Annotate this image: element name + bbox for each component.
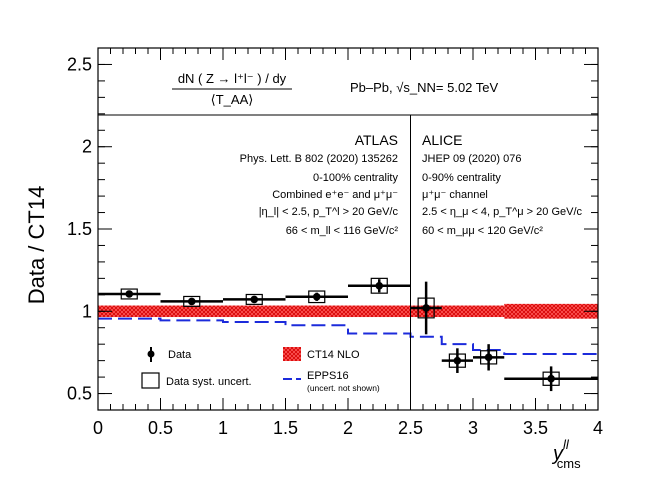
data-point — [484, 353, 493, 362]
alice-line-0: JHEP 09 (2020) 076 — [422, 153, 521, 165]
data-syst-box — [480, 350, 498, 365]
data-point — [187, 297, 196, 306]
data-point — [547, 374, 555, 383]
data-syst-box — [245, 293, 263, 305]
alice-line-2: μ⁺μ⁻ channel — [422, 189, 488, 201]
data-point — [375, 281, 384, 290]
alice-line-3: 2.5 < η_μ < 4, p_T^μ > 20 GeV/c — [422, 206, 583, 218]
atlas-line-4: 66 < m_ll < 116 GeV/c² — [286, 225, 399, 237]
legend-syst-swatch — [141, 372, 160, 389]
data-point — [250, 295, 259, 304]
atlas-line-1: 0-100% centrality — [313, 172, 398, 184]
collision-label: Pb–Pb, √s_NN= 5.02 TeV — [350, 80, 499, 95]
x-tick-label: 1 — [218, 418, 228, 438]
data-syst-box — [448, 353, 466, 368]
x-tick-label: 4 — [593, 418, 603, 438]
legend-data-label: Data — [168, 349, 192, 361]
formula-numerator: dN ( Z → l⁺l⁻ ) / dy — [178, 71, 287, 86]
data-syst-box — [542, 371, 560, 386]
x-tick-label: 1.5 — [273, 418, 298, 438]
atlas-line-0: Phys. Lett. B 802 (2020) 135262 — [240, 153, 398, 165]
y-tick-label: 1 — [82, 301, 92, 321]
data-point — [125, 290, 134, 298]
x-tick-label: 2.5 — [398, 418, 423, 438]
data-syst-box — [308, 290, 326, 304]
alice-title: ALICE — [422, 132, 462, 148]
legend-ct14-swatch — [283, 347, 301, 361]
y-tick-label: 2.5 — [67, 54, 92, 74]
x-axis-title: yll cms — [551, 437, 581, 471]
data-point — [312, 292, 321, 301]
alice-line-4: 60 < m_μμ < 120 GeV/c² — [422, 225, 543, 237]
legend-syst-label: Data syst. uncert. — [166, 376, 252, 388]
data-point — [422, 304, 430, 312]
alice-line-1: 0-90% centrality — [422, 172, 501, 184]
data-syst-box — [120, 288, 138, 300]
x-tick-label: 3.5 — [523, 418, 548, 438]
y-tick-label: 1.5 — [67, 219, 92, 239]
epps16-line — [98, 317, 598, 356]
legend-ct14-label: CT14 NLO — [307, 349, 360, 361]
atlas-line-3: |η_l| < 2.5, p_T^l > 20 GeV/c — [259, 206, 399, 218]
formula-denominator: ⟨T_AA⟩ — [211, 92, 254, 107]
ct14-band — [98, 305, 505, 318]
data-syst-box — [417, 297, 435, 319]
ct14-band — [504, 303, 598, 319]
x-axis-title-sup: ll — [563, 437, 570, 452]
legend-epps-note: (uncert. not shown) — [307, 383, 380, 393]
data-syst-box — [370, 277, 388, 294]
y-axis-title: Data / CT14 — [24, 186, 49, 305]
legend: Data Data syst. uncert. CT14 NLO EPPS16 … — [141, 347, 380, 393]
y-tick-label: 2 — [82, 137, 92, 157]
x-axis-title-main: y — [551, 443, 564, 465]
x-axis-title-sub: cms — [557, 456, 581, 471]
atlas-title: ATLAS — [355, 132, 398, 148]
x-tick-label: 2 — [343, 418, 353, 438]
x-tick-label: 0.5 — [148, 418, 173, 438]
x-tick-label: 0 — [93, 418, 103, 438]
atlas-line-2: Combined e⁺e⁻ and μ⁺μ⁻ — [272, 189, 398, 201]
x-tick-label: 3 — [468, 418, 478, 438]
data-point — [453, 356, 462, 365]
legend-epps-label: EPPS16 — [307, 370, 349, 382]
y-tick-label: 0.5 — [67, 384, 92, 404]
data-syst-box — [183, 295, 201, 307]
legend-data-marker — [147, 350, 155, 358]
